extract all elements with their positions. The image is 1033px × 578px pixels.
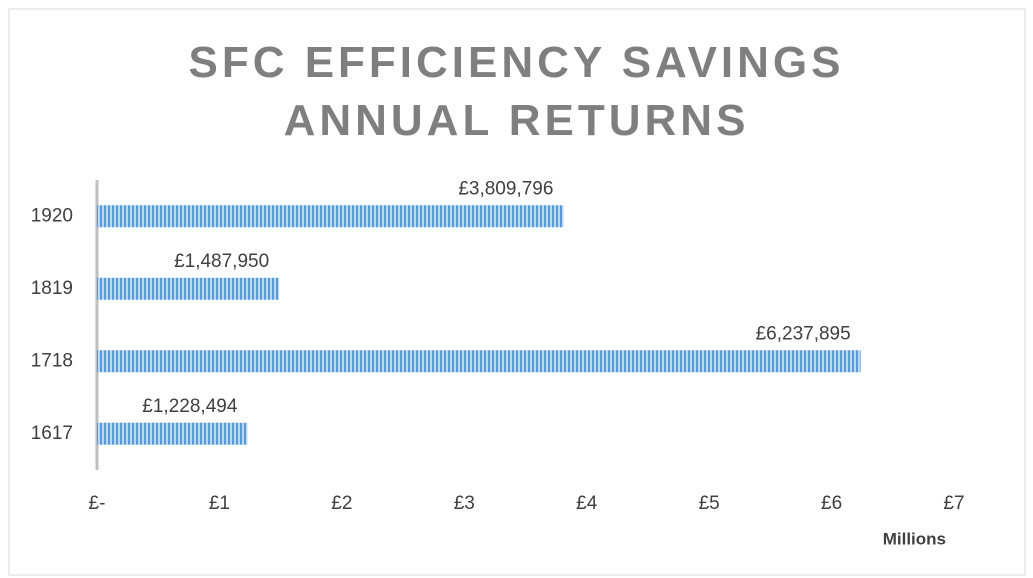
- data-label: £3,809,796: [458, 178, 553, 199]
- bar: [97, 350, 861, 373]
- x-tick-label: £3: [454, 493, 475, 514]
- x-tick-label: £5: [699, 493, 720, 514]
- y-tick-label: 1617: [31, 423, 73, 444]
- chart-title: SFC EFFICIENCY SAVINGS ANNUAL RETURNS: [188, 38, 845, 145]
- bar: [97, 205, 564, 228]
- bar: [97, 277, 280, 300]
- x-tick-label: £4: [576, 493, 598, 514]
- data-label: £1,228,494: [142, 396, 238, 417]
- x-axis-label: Millions: [883, 529, 946, 548]
- data-label: £6,237,895: [756, 323, 851, 344]
- y-tick-label: 1718: [31, 350, 73, 371]
- x-tick-label: £1: [209, 493, 230, 514]
- y-tick-label: 1920: [31, 205, 73, 226]
- chart-border: [8, 8, 1026, 576]
- x-tick-label: £6: [821, 493, 842, 514]
- bar: [97, 422, 248, 445]
- x-tick-label: £7: [943, 493, 964, 514]
- y-tick-label: 1819: [31, 278, 73, 299]
- x-tick-label: £2: [331, 493, 352, 514]
- data-label: £1,487,950: [174, 251, 269, 272]
- x-tick-label: £-: [89, 493, 106, 514]
